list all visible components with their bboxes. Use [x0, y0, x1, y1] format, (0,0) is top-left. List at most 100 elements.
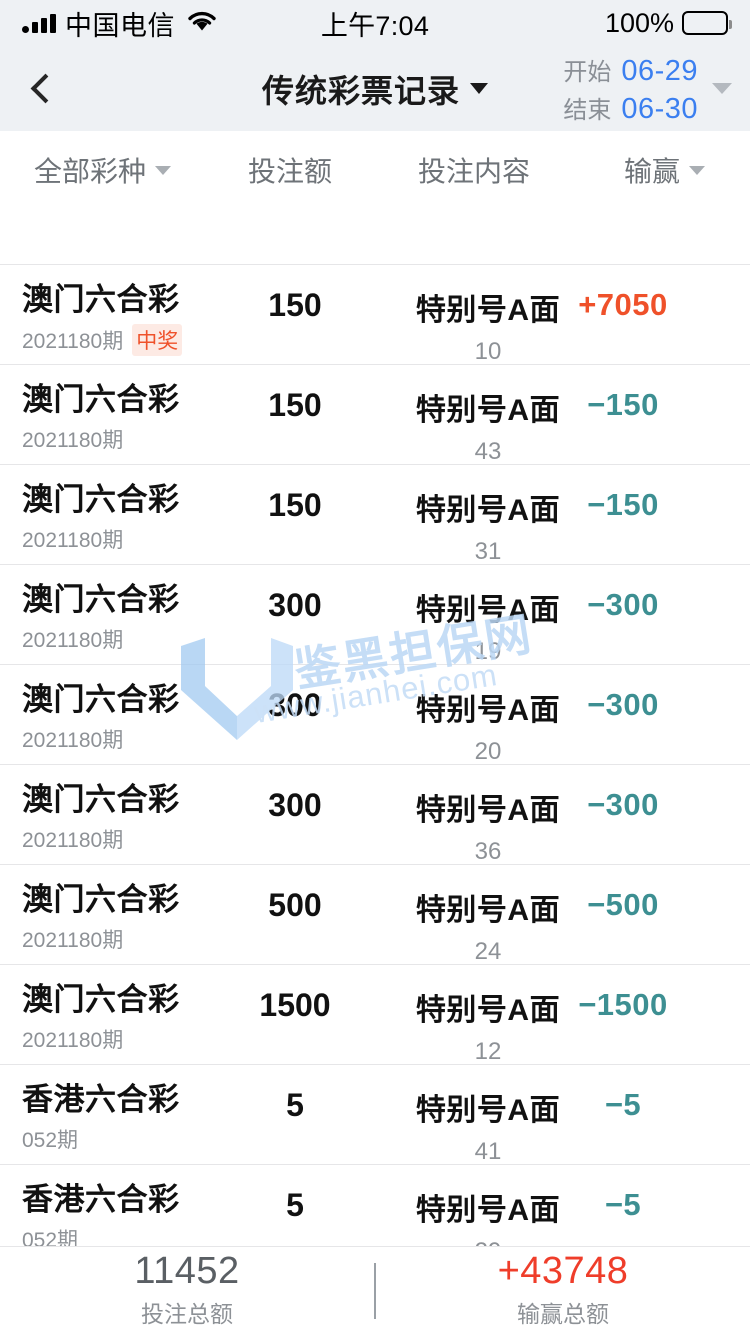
row-lottery-cell: 香港六合彩 052期: [22, 1082, 242, 1154]
row-issue: 2021180期: [22, 929, 124, 953]
bet-records-list[interactable]: 2021180期22澳门六合彩2021180期中奖150特别号A面10+7050…: [0, 209, 750, 1265]
row-issue: 2021180期: [22, 729, 124, 753]
row-result-value: −5: [604, 1087, 642, 1122]
row-issue: 2021180期: [22, 429, 124, 453]
row-stake-amount: 150: [268, 487, 322, 523]
row-lottery-name: 澳门六合彩: [22, 382, 180, 417]
row-bet-number: 43: [474, 438, 502, 465]
table-row[interactable]: 香港六合彩 052期 5 特别号A面 41 −5: [0, 1064, 750, 1166]
column-header-result-label: 输赢: [624, 156, 681, 187]
row-lottery-name: 澳门六合彩: [22, 982, 180, 1017]
row-lottery-name: 澳门六合彩: [22, 582, 180, 617]
row-stake-amount: 5: [286, 1087, 304, 1123]
row-lottery-name: 澳门六合彩: [22, 282, 180, 317]
row-content-cell: 特别号A面 41: [378, 1085, 598, 1166]
date-start-label: 开始: [563, 58, 612, 86]
table-row[interactable]: 澳门六合彩 2021180期 300 特别号A面 36 −300: [0, 764, 750, 865]
column-header-content-label: 投注内容: [418, 156, 531, 187]
row-bet-number: 10: [474, 338, 502, 365]
date-end-row[interactable]: 结束 06-30: [563, 90, 698, 126]
row-lottery-name: 澳门六合彩: [22, 882, 180, 917]
row-bet-number: 24: [474, 938, 502, 965]
summary-footer: 11452 投注总额 +43748 输赢总额: [0, 1246, 750, 1334]
date-range-picker[interactable]: 开始 06-29 结束 06-30: [563, 52, 732, 126]
row-stake-amount: 500: [268, 887, 322, 923]
date-end-label: 结束: [563, 96, 612, 124]
status-bar-right: 100%: [605, 8, 732, 39]
row-bet-number: 12: [474, 1038, 502, 1065]
total-result-label: 输赢总额: [517, 1301, 609, 1328]
row-issue-line: 2021180期: [22, 724, 242, 754]
table-row[interactable]: 澳门六合彩 2021180期 500 特别号A面 24 −500: [0, 864, 750, 965]
row-lottery-cell: 澳门六合彩 2021180期: [22, 782, 242, 854]
row-lottery-name: 香港六合彩: [22, 1182, 180, 1217]
caret-down-icon: [470, 83, 488, 94]
table-row[interactable]: 2021180期22: [0, 209, 750, 264]
row-issue: 052期: [22, 1129, 79, 1153]
row-result-value: −300: [587, 587, 659, 622]
row-lottery-name: 澳门六合彩: [22, 682, 180, 717]
date-start-value: 06-29: [621, 54, 698, 87]
date-end-value: 06-30: [621, 92, 698, 125]
row-result-value: −150: [587, 487, 659, 522]
row-issue-line: 2021180期: [22, 1024, 242, 1054]
row-result-value: +7050: [578, 287, 668, 322]
row-bet-number: 20: [474, 738, 502, 765]
row-lottery-cell: 澳门六合彩 2021180期: [22, 882, 242, 954]
row-issue-line: 2021180期: [22, 824, 242, 854]
date-range-lines: 开始 06-29 结束 06-30: [563, 52, 698, 126]
row-bet-content: 特别号A面: [415, 594, 561, 627]
row-issue: 2021180期: [22, 330, 124, 354]
table-row[interactable]: 澳门六合彩 2021180期 1500 特别号A面 12 −1500: [0, 964, 750, 1066]
row-lottery-cell: 香港六合彩 052期: [22, 1182, 242, 1254]
nav-bar: 传统彩票记录 开始 06-29 结束 06-30: [0, 46, 750, 131]
column-headers: 全部彩种 投注额 投注内容 输赢: [0, 131, 750, 209]
date-start-row[interactable]: 开始 06-29: [563, 52, 698, 88]
row-bet-content: 特别号A面: [415, 694, 561, 727]
table-row[interactable]: 澳门六合彩 2021180期 中奖 150 特别号A面 10 +7050: [0, 264, 750, 366]
row-result-value: −300: [587, 687, 659, 722]
page-title: 传统彩票记录: [261, 72, 460, 109]
row-bet-number: 19: [474, 638, 502, 665]
row-result-value: −500: [587, 887, 659, 922]
row-stake-amount: 1500: [259, 987, 331, 1023]
row-bet-content: 特别号A面: [415, 494, 561, 527]
status-bar-left: 中国电信: [22, 4, 217, 43]
row-content-cell: 特别号A面 12: [378, 985, 598, 1066]
row-issue: 2021180期: [22, 829, 124, 853]
column-header-result[interactable]: 输赢: [624, 150, 706, 190]
row-stake-amount: 150: [268, 287, 322, 323]
status-bar: 中国电信 上午7:04 100%: [0, 0, 750, 46]
footer-divider: [374, 1262, 376, 1319]
row-content-cell: 特别号A面 31: [378, 485, 598, 566]
caret-down-icon: [689, 165, 706, 175]
row-lottery-cell: 澳门六合彩 2021180期: [22, 682, 242, 754]
caret-down-icon: [712, 83, 732, 94]
row-lottery-cell: 澳门六合彩 2021180期 中奖: [22, 282, 242, 357]
row-bet-content: 特别号A面: [415, 894, 561, 927]
table-row[interactable]: 澳门六合彩 2021180期 300 特别号A面 20 −300: [0, 664, 750, 765]
table-row[interactable]: 澳门六合彩 2021180期 150 特别号A面 31 −150: [0, 464, 750, 566]
row-content-cell: 特别号A面 19: [378, 585, 598, 666]
row-issue-line: 2021180期: [22, 624, 242, 654]
battery-full-icon: [682, 11, 732, 35]
column-header-stake-label: 投注额: [248, 156, 333, 187]
total-stake-label: 投注总额: [141, 1301, 233, 1328]
column-header-lottery-label: 全部彩种: [34, 156, 147, 187]
chevron-left-icon: [30, 73, 60, 104]
row-issue-line: 2021180期: [22, 424, 242, 454]
table-row[interactable]: 澳门六合彩 2021180期 300 特别号A面 19 −300: [0, 564, 750, 666]
row-bet-content: 特别号A面: [415, 394, 561, 427]
carrier-label: 中国电信: [65, 10, 175, 41]
total-result-value: +43748: [497, 1249, 629, 1292]
row-result-value: −300: [587, 787, 659, 822]
row-content-cell: 特别号A面 10: [378, 285, 598, 366]
back-button[interactable]: [0, 46, 90, 131]
row-bet-content: 特别号A面: [415, 794, 561, 827]
row-stake-amount: 150: [268, 387, 322, 423]
row-stake-amount: 300: [268, 787, 322, 823]
caret-down-icon: [155, 165, 172, 175]
column-header-lottery[interactable]: 全部彩种: [34, 150, 172, 190]
table-row[interactable]: 澳门六合彩 2021180期 150 特别号A面 43 −150: [0, 364, 750, 465]
row-issue-line: 052期: [22, 1124, 242, 1154]
